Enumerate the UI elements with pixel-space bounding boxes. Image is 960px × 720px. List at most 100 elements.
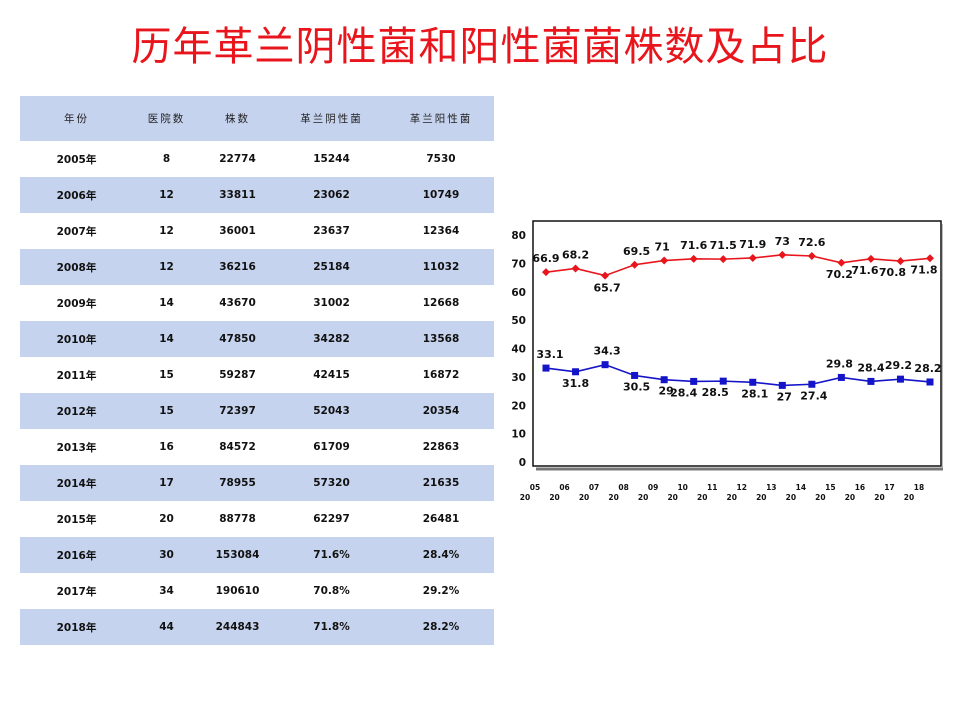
data-label: 65.7 [594, 282, 621, 295]
cell-gram-positive: 16872 [422, 369, 460, 381]
series-1-point [808, 380, 816, 388]
header-strain-count: 株数 [200, 96, 275, 141]
table-row: 2012年 15 72397 52043 20354 [20, 393, 494, 429]
chart-frame [532, 220, 942, 467]
data-label: 28.2 [914, 362, 941, 375]
page-title: 历年革兰阴性菌和阳性菌菌株数及占比 [131, 24, 829, 70]
cell-hospital-count: 12 [133, 249, 200, 285]
series-1-point [926, 378, 934, 386]
data-label: 29 [658, 385, 673, 398]
y-tick-label: 60 [511, 287, 526, 299]
data-label: 29.2 [885, 359, 912, 372]
cell-year: 2012年 [20, 393, 133, 429]
series-0-point [630, 260, 639, 269]
data-label: 28.1 [741, 387, 768, 400]
x-tick-label: 20 [786, 493, 796, 502]
cell-hospital-count: 16 [159, 441, 174, 453]
x-tick-label: 12 [737, 483, 747, 492]
x-tick-label: 20 [549, 493, 559, 502]
data-label: 71 [654, 241, 669, 254]
data-label: 71.8 [910, 263, 937, 276]
x-tick-label: 20 [874, 493, 884, 502]
cell-gram-negative: 71.8% [275, 609, 388, 645]
series-1-point [660, 376, 668, 384]
y-tick-label: 30 [511, 372, 526, 384]
cell-strain-count: 72397 [200, 393, 275, 429]
cell-year: 2011年 [56, 369, 97, 382]
cell-gram-negative: 23062 [275, 177, 388, 213]
header-hospital-count: 医院数 [133, 96, 200, 141]
x-tick-label: 18 [914, 483, 924, 492]
table-row: 2017年 34 190610 70.8% 29.2% [20, 573, 494, 609]
x-tick-label: 20 [667, 493, 677, 502]
table-row: 2018年 44 244843 71.8% 28.2% [20, 609, 494, 645]
table-body: 2005年 8 22774 15244 7530 2006年 12 33811 23062 107… [20, 141, 494, 645]
data-label: 30.5 [623, 380, 650, 393]
cell-year: 2017年 [56, 585, 97, 598]
cell-strain-count: 22774 [219, 153, 256, 165]
data-label: 71.6 [680, 239, 707, 252]
table-row: 2009年 14 43670 31002 12668 [20, 285, 494, 321]
cell-year: 2010年 [20, 321, 133, 357]
cell-gram-positive: 20354 [388, 393, 494, 429]
series-1-point [572, 368, 580, 376]
data-label: 70.2 [826, 268, 853, 281]
cell-hospital-count: 44 [133, 609, 200, 645]
cell-gram-positive: 28.4% [388, 537, 494, 573]
cell-gram-positive: 11032 [388, 249, 494, 285]
cell-strain-count: 33811 [200, 177, 275, 213]
cell-hospital-count: 15 [133, 393, 200, 429]
data-label: 27.4 [800, 389, 827, 402]
header-gram-positive: 革兰阳性菌 [388, 96, 494, 141]
y-tick-label: 50 [511, 315, 526, 327]
data-label: 73 [775, 235, 790, 248]
series-0-point [926, 254, 934, 263]
series-1-line [545, 363, 931, 387]
y-tick-label: 80 [511, 230, 526, 242]
cell-strain-count: 36001 [219, 225, 256, 237]
data-label: 28.5 [702, 386, 729, 399]
cell-gram-negative: 52043 [275, 393, 388, 429]
cell-gram-positive: 21635 [388, 465, 494, 501]
cell-strain-count: 43670 [219, 297, 256, 309]
series-0-point [719, 255, 728, 264]
series-0-point [542, 268, 550, 277]
series-0-point [896, 257, 905, 266]
cell-gram-negative: 61709 [313, 441, 350, 453]
x-tick-label: 20 [608, 493, 618, 502]
series-0-point [660, 256, 669, 265]
cell-gram-negative: 31002 [313, 297, 350, 309]
header-gram-negative: 革兰阴性菌 [275, 96, 388, 141]
series-0-line [545, 254, 931, 277]
y-tick-label: 20 [511, 400, 526, 412]
x-tick-label: 07 [589, 483, 599, 492]
data-label: 31.8 [562, 377, 589, 390]
x-tick-label: 20 [520, 493, 530, 502]
x-tick-label: 20 [638, 493, 648, 502]
table-row: 2005年 8 22774 15244 7530 [20, 141, 494, 177]
y-tick-label: 10 [511, 429, 526, 441]
series-1-point [837, 373, 845, 381]
series-1-point [542, 364, 550, 372]
cell-gram-positive: 28.2% [388, 609, 494, 645]
series-1-point [867, 377, 875, 385]
table-row: 2014年 17 78955 57320 21635 [20, 465, 494, 501]
cell-strain-count: 59287 [219, 369, 256, 381]
x-tick-label: 09 [648, 483, 658, 492]
table-row: 2008年 12 36216 25184 11032 [20, 249, 494, 285]
data-label: 29.8 [826, 357, 853, 370]
series-1-point [749, 378, 757, 386]
x-tick-label: 15 [825, 483, 835, 492]
cell-hospital-count: 8 [162, 153, 171, 165]
x-tick-label: 08 [618, 483, 628, 492]
data-label: 70.8 [879, 266, 906, 279]
cell-year: 2015年 [56, 513, 97, 526]
series-1-point [601, 361, 609, 369]
cell-gram-negative: 42415 [313, 369, 350, 381]
cell-strain-count: 88778 [219, 513, 256, 525]
cell-hospital-count: 15 [159, 369, 174, 381]
chart-svg: 0102030405060708005200620072008200920102… [511, 220, 943, 502]
cell-hospital-count: 12 [133, 177, 200, 213]
series-1-point [690, 377, 698, 385]
series-1-point [631, 371, 639, 379]
